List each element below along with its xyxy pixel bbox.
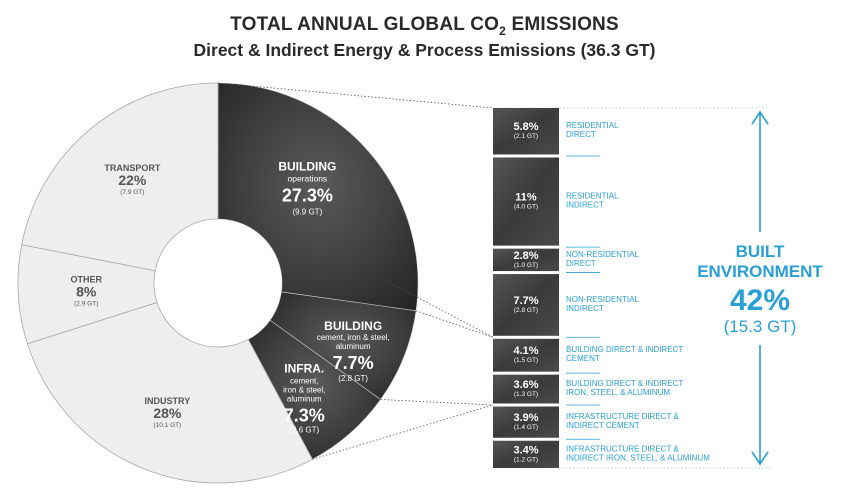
slice-label-gt: (2.6 GT)	[289, 425, 319, 434]
built-environment-label: BUILT	[736, 242, 785, 261]
breakdown-label: NON-RESIDENTIAL	[566, 250, 639, 259]
slice-label-sub: aluminum	[287, 394, 322, 403]
breakdown-gt: (1.4 GT)	[514, 424, 538, 431]
slice-label-sub: iron & steel,	[283, 385, 325, 394]
chart-title: TOTAL ANNUAL GLOBAL CO2 EMISSIONS	[230, 14, 619, 38]
breakdown-pct: 2.8%	[513, 250, 538, 262]
breakdown-segment	[493, 338, 559, 372]
pie-slice-building-0	[217, 82, 419, 312]
connector-line	[415, 310, 494, 338]
breakdown-gt: (1.2 GT)	[514, 456, 538, 463]
breakdown-segment	[493, 440, 559, 468]
breakdown-label: INFRASTRUCTURE DIRECT &	[566, 412, 679, 421]
breakdown-label: BUILDING DIRECT & INDIRECT	[566, 379, 683, 388]
breakdown-pct: 3.6%	[513, 379, 538, 391]
breakdown-segment	[493, 108, 559, 155]
breakdown-segment	[493, 248, 559, 272]
breakdown-label: INDIRECT	[566, 304, 604, 313]
slice-label-sub: cement, iron & steel,	[317, 333, 390, 342]
breakdown-pct: 11%	[515, 192, 537, 204]
breakdown-gt: (1.3 GT)	[514, 391, 538, 398]
built-environment-pct: 42%	[730, 284, 790, 317]
breakdown-label: INDIRECT IRON, STEEL, & ALUMINUM	[566, 453, 710, 462]
breakdown-label: RESIDENTIAL	[566, 192, 619, 201]
slice-label-name: OTHER	[70, 275, 102, 285]
connector-line	[217, 82, 494, 109]
connector-line	[385, 280, 494, 338]
breakdown-segment	[493, 406, 559, 438]
breakdown-pct: 3.9%	[513, 412, 538, 424]
arrow-down	[751, 345, 769, 466]
slice-label-sub: cement,	[290, 376, 318, 385]
slice-label-gt: (2.9 GT)	[74, 301, 98, 308]
breakdown-segment	[493, 157, 559, 246]
slice-label-gt: (9.9 GT)	[292, 207, 322, 216]
breakdown-label: DIRECT	[566, 130, 596, 139]
breakdown-label: RESIDENTIAL	[566, 121, 619, 130]
breakdown-gt: (1.5 GT)	[514, 357, 538, 364]
slice-label-pct: 22%	[118, 172, 147, 188]
breakdown-pct: 3.4%	[513, 444, 538, 456]
breakdown-gt: (4.0 GT)	[514, 204, 538, 211]
slice-label-name: INDUSTRY	[145, 396, 191, 406]
pie-slice-transport-5	[21, 82, 219, 272]
built-environment-gt: (15.3 GT)	[724, 317, 797, 336]
slice-label-sub: aluminum	[336, 342, 371, 351]
built-environment-label: ENVIRONMENT	[697, 262, 823, 281]
slice-label-pct: 8%	[76, 284, 97, 300]
breakdown-label: BUILDING DIRECT & INDIRECT	[566, 345, 683, 354]
title-subscript: 2	[499, 23, 506, 38]
slice-label-gt: (2.8 GT)	[338, 374, 368, 383]
slice-label-pct: 7.3%	[284, 405, 325, 425]
breakdown-label: INFRASTRUCTURE DIRECT &	[566, 444, 679, 453]
breakdown-gt: (1.0 GT)	[514, 262, 538, 269]
breakdown-label: INDIRECT CEMENT	[566, 421, 640, 430]
slice-label-name: BUILDING	[278, 159, 336, 173]
slice-label-gt: (7.9 GT)	[120, 189, 144, 196]
slice-label-name: BUILDING	[324, 319, 382, 333]
breakdown-label: CEMENT	[566, 354, 600, 363]
breakdown-pct: 4.1%	[513, 345, 538, 357]
slice-label-name: TRANSPORT	[104, 163, 161, 173]
breakdown-segment	[493, 374, 559, 404]
slice-label-pct: 27.3%	[282, 185, 333, 205]
pie-chart	[17, 82, 419, 484]
slice-label-gt: (10.1 GT)	[153, 422, 181, 429]
slice-label-name: INFRA.	[284, 361, 324, 375]
slice-label-pct: 28%	[153, 405, 182, 421]
breakdown-gt: (2.8 GT)	[514, 307, 538, 314]
connector-line	[380, 399, 494, 406]
breakdown-label: DIRECT	[566, 259, 596, 268]
arrow-up	[751, 110, 769, 232]
chart-subtitle: Direct & Indirect Energy & Process Emiss…	[193, 40, 656, 60]
breakdown-segment	[493, 274, 559, 336]
breakdown-pct: 5.8%	[513, 121, 538, 133]
breakdown-label: NON-RESIDENTIAL	[566, 295, 639, 304]
slice-label-sub: operations	[287, 173, 327, 183]
breakdown-label: INDIRECT	[566, 201, 604, 210]
pie-slice-industry-3	[26, 301, 313, 484]
slice-label-pct: 7.7%	[333, 353, 374, 373]
breakdown-label: IRON, STEEL, & ALUMINUM	[566, 388, 670, 397]
breakdown-pct: 7.7%	[513, 295, 538, 307]
breakdown-gt: (2.1 GT)	[514, 133, 538, 140]
